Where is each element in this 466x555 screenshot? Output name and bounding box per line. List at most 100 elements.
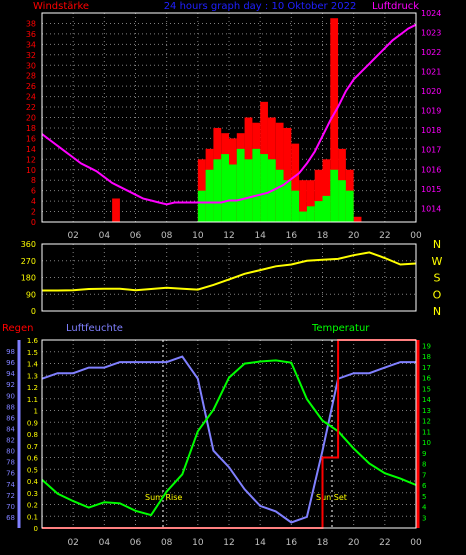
rain-tick-label: 0.6 — [27, 455, 39, 463]
wind-tick-label: 20 — [26, 114, 36, 123]
wind-x-tick-label: 20 — [348, 231, 360, 241]
temperature-tick-label: 15 — [422, 385, 431, 393]
rain-tick-label: 1.6 — [27, 337, 39, 345]
climate-x-tick-label: 04 — [99, 538, 111, 548]
rain-axis-title: Regen — [2, 323, 34, 334]
direction-line — [42, 251, 417, 292]
wind-tick-label: 34 — [26, 40, 36, 49]
wind-average-bar — [322, 195, 331, 222]
rain-tick-label: 1.3 — [27, 372, 38, 380]
rain-tick-label: 0.4 — [27, 478, 39, 486]
humidity-axis-title: Luftfeuchte — [66, 323, 123, 334]
wind-gust-bar — [330, 18, 339, 222]
wind-x-tick-label: 12 — [223, 231, 234, 241]
wind-average-bar — [197, 190, 206, 222]
temperature-tick-label: 14 — [422, 396, 431, 404]
temperature-tick-label: 4 — [422, 504, 427, 512]
climate-x-tick-label: 14 — [254, 538, 266, 548]
temperature-tick-label: 11 — [422, 428, 431, 436]
direction-tick-label: 180 — [21, 274, 36, 283]
rain-tick-label: 0 — [34, 525, 38, 533]
wind-tick-label: 2 — [31, 208, 36, 217]
humidity-tick-label: 90 — [6, 392, 15, 400]
wind-tick-label: 18 — [26, 124, 36, 133]
temperature-tick-label: 6 — [422, 482, 427, 490]
rain-tick-label: 1 — [34, 408, 38, 416]
pressure-tick-label: 1022 — [421, 48, 441, 57]
humidity-tick-label: 80 — [6, 448, 15, 456]
wind-x-tick-label: 18 — [317, 231, 329, 241]
wind-plot-frame — [41, 12, 417, 223]
humidity-tick-label: 72 — [6, 492, 15, 500]
wind-tick-label: 6 — [31, 187, 36, 196]
humidity-tick-label: 86 — [6, 414, 15, 422]
humidity-tick-label: 68 — [6, 514, 15, 522]
wind-average-bar — [205, 169, 214, 222]
rain-tick-label: 0.8 — [27, 431, 38, 439]
pressure-tick-label: 1019 — [421, 107, 441, 116]
wind-tick-label: 10 — [26, 166, 36, 175]
humidity-tick-label: 94 — [6, 370, 15, 378]
wind-average-bar — [306, 206, 315, 222]
pressure-tick-label: 1018 — [421, 126, 441, 135]
temperature-tick-label: 18 — [422, 353, 431, 361]
temperature-tick-label: 16 — [422, 375, 431, 383]
compass-label: W — [432, 255, 443, 268]
compass-label: S — [434, 272, 441, 285]
wind-average-bar — [244, 159, 253, 222]
wind-x-tick-label: 02 — [67, 231, 78, 241]
wind-x-tick-label: 00 — [410, 231, 422, 241]
climate-x-tick-label: 20 — [348, 538, 360, 548]
wind-gust-bar — [314, 169, 323, 222]
wind-tick-label: 24 — [26, 93, 36, 102]
pressure-tick-label: 1014 — [421, 204, 441, 213]
direction-tick-label: 360 — [21, 240, 36, 249]
compass-label: O — [433, 288, 442, 301]
climate-x-tick-label: 12 — [223, 538, 234, 548]
temperature-tick-label: 19 — [422, 342, 431, 350]
climate-x-tick-label: 00 — [410, 538, 422, 548]
wind-average-bar — [252, 148, 261, 222]
temperature-tick-label: 9 — [422, 450, 426, 458]
wind-gust-bar — [299, 180, 307, 222]
humidity-tick-label: 96 — [6, 359, 15, 367]
wind-x-tick-label: 14 — [254, 231, 266, 241]
wind-x-tick-label: 16 — [286, 231, 298, 241]
wind-tick-label: 14 — [26, 145, 36, 154]
pressure-tick-label: 1023 — [421, 29, 441, 38]
wind-tick-label: 28 — [26, 72, 36, 81]
wind-x-tick-label: 22 — [379, 231, 390, 241]
wind-gust-bar — [322, 159, 331, 222]
wind-average-bar — [314, 201, 323, 222]
wind-gust-bar — [283, 127, 292, 222]
wind-gust-bar — [112, 198, 120, 222]
graph-title: 24 hours graph day : 10 Oktober 2022 — [164, 1, 357, 12]
climate-x-tick-label: 10 — [192, 538, 204, 548]
wind-gust-bar — [291, 143, 300, 222]
wind-axis-title: Windstärke — [33, 1, 89, 12]
direction-tick-label: 0 — [31, 307, 36, 316]
rain-tick-label: 0.3 — [27, 490, 38, 498]
direction-tick-label: 270 — [21, 257, 36, 266]
humidity-tick-label: 78 — [6, 459, 15, 467]
pressure-tick-label: 1024 — [421, 9, 441, 18]
direction-tick-label: 90 — [26, 290, 36, 299]
pressure-axis-title: Luftdruck — [372, 1, 419, 12]
wind-tick-label: 12 — [26, 155, 36, 164]
wind-average-bar — [338, 180, 346, 222]
wind-average-bar — [229, 164, 237, 222]
climate-plot-frame — [41, 339, 417, 529]
wind-x-tick-label: 04 — [99, 231, 111, 241]
direction-plot-frame — [41, 243, 417, 312]
pressure-tick-label: 1021 — [421, 68, 441, 77]
humidity-tick-label: 92 — [6, 381, 15, 389]
compass-label: N — [433, 305, 441, 318]
wind-x-tick-label: 10 — [192, 231, 204, 241]
wind-tick-label: 8 — [31, 176, 36, 185]
rain-tick-label: 0.7 — [27, 443, 38, 451]
rain-tick-label: 1.1 — [27, 396, 38, 404]
wind-tick-label: 30 — [26, 61, 36, 70]
pressure-tick-label: 1016 — [421, 165, 441, 174]
rain-tick-label: 1.4 — [27, 361, 39, 369]
compass-label: N — [433, 238, 441, 251]
